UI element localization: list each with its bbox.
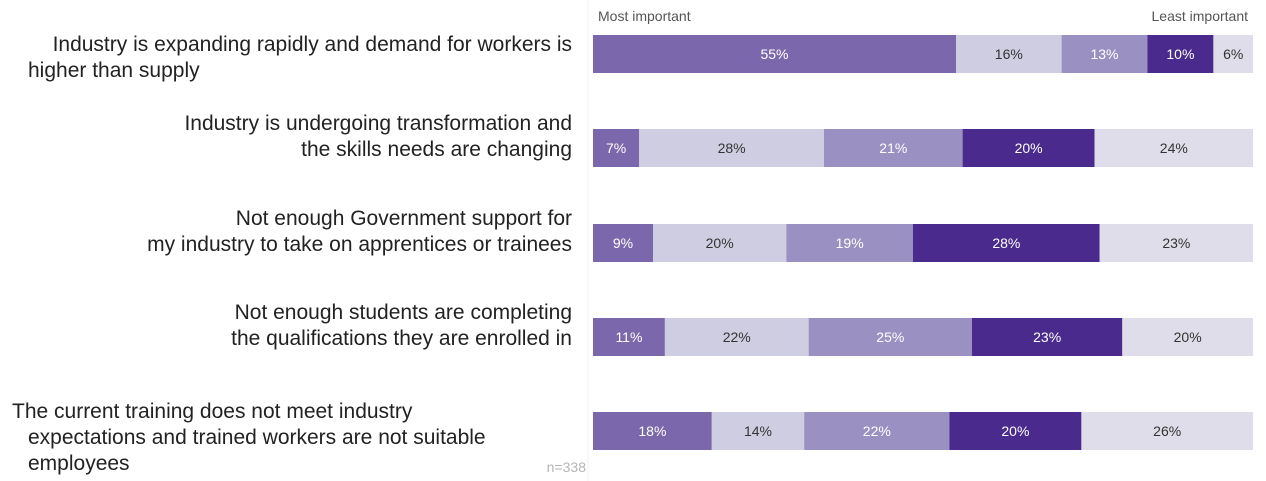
- bar-segment-rank-4: [1147, 35, 1214, 73]
- category-label: Industry is expanding rapidly and demand…: [28, 33, 572, 82]
- category-label: The current training does not meet indus…: [12, 400, 486, 475]
- bar-segment-rank-3: [804, 412, 950, 450]
- data-label: 24%: [1160, 140, 1188, 156]
- category-label: Not enough Government support for my indu…: [147, 207, 572, 256]
- bar-segment-rank-5: [1081, 412, 1253, 450]
- bar-row-5: 18% 14% 22% 20% 26%: [593, 412, 1253, 450]
- scale-start-label: Most important: [598, 8, 691, 24]
- category-label-line: the qualifications they are enrolled in: [231, 327, 572, 350]
- data-label: 26%: [1153, 423, 1181, 439]
- bar-segment-rank-4: [972, 318, 1123, 356]
- category-label-line: the skills needs are changing: [301, 138, 572, 161]
- bar-segment-rank-3: [786, 224, 913, 262]
- bar-segment-rank-1: [593, 318, 665, 356]
- data-label: 20%: [1001, 423, 1029, 439]
- data-label: 21%: [879, 140, 907, 156]
- bar-row-4: 11% 22% 25% 23% 20%: [593, 318, 1253, 356]
- bar-segment-rank-2: [664, 318, 809, 356]
- data-label: 22%: [863, 423, 891, 439]
- data-label: 9%: [613, 235, 633, 251]
- bar-segment-rank-2: [956, 35, 1062, 73]
- bar-row-3: 9% 20% 19% 28% 23%: [593, 224, 1253, 262]
- sample-size-note: n=338: [547, 459, 587, 475]
- category-label-line: my industry to take on apprentices or tr…: [147, 233, 572, 256]
- category-label: Not enough students are completing the qu…: [231, 301, 572, 350]
- bar-segment-rank-5: [1094, 129, 1253, 167]
- data-label: 18%: [638, 423, 666, 439]
- data-label: 23%: [1162, 235, 1190, 251]
- data-label: 20%: [1015, 140, 1043, 156]
- bar-segment-rank-4: [949, 412, 1082, 450]
- scale-end-label: Least important: [1152, 8, 1249, 24]
- bar-segment-rank-5: [1213, 35, 1253, 73]
- data-label: 20%: [1174, 329, 1202, 345]
- data-label: 28%: [992, 235, 1020, 251]
- bar-segment-rank-4: [962, 129, 1095, 167]
- data-label: 28%: [718, 140, 746, 156]
- bar-segment-rank-2: [653, 224, 787, 262]
- category-label-line: employees: [28, 452, 130, 475]
- bar-segment-rank-2: [711, 412, 805, 450]
- data-label: 22%: [723, 329, 751, 345]
- data-label: 23%: [1033, 329, 1061, 345]
- category-label-line: The current training does not meet indus…: [12, 400, 413, 423]
- bar-segment-rank-5: [1122, 318, 1253, 356]
- bars: 55% 16% 13% 10% 6% 7% 28% 21% 20% 24% 9% 20% 19% 28% 2…: [593, 35, 1253, 450]
- category-label-line: expectations and trained workers are not…: [28, 426, 486, 449]
- category-label-line: Industry is expanding rapidly and demand…: [53, 33, 572, 56]
- category-label-line: Not enough Government support for: [236, 207, 572, 230]
- category-label-line: Industry is undergoing transformation an…: [184, 112, 572, 135]
- bar-segment-rank-3: [1061, 35, 1148, 73]
- bar-segment-rank-1: [593, 35, 956, 73]
- data-label: 25%: [876, 329, 904, 345]
- bar-segment-rank-4: [913, 224, 1100, 262]
- data-label: 11%: [615, 329, 642, 345]
- bar-segment-rank-3: [808, 318, 973, 356]
- data-label: 13%: [1090, 46, 1118, 62]
- category-labels: Industry is expanding rapidly and demand…: [12, 33, 572, 475]
- bar-row-2: 7% 28% 21% 20% 24%: [593, 129, 1253, 167]
- data-label: 16%: [995, 46, 1023, 62]
- bar-segment-rank-5: [1099, 224, 1253, 262]
- data-label: 14%: [744, 423, 772, 439]
- category-label: Industry is undergoing transformation an…: [184, 112, 572, 161]
- data-label: 6%: [1223, 46, 1243, 62]
- data-label: 10%: [1166, 46, 1194, 62]
- category-label-line: Not enough students are completing: [235, 301, 572, 324]
- category-label-line: higher than supply: [28, 59, 200, 82]
- bar-segment-rank-3: [824, 129, 963, 167]
- bar-segment-rank-1: [593, 412, 712, 450]
- data-label: 7%: [606, 140, 626, 156]
- data-label: 19%: [836, 235, 864, 251]
- bar-row-1: 55% 16% 13% 10% 6%: [593, 35, 1253, 73]
- bar-segment-rank-2: [639, 129, 824, 167]
- bar-segment-rank-1: [593, 129, 640, 167]
- data-label: 20%: [706, 235, 734, 251]
- data-label: 55%: [760, 46, 788, 62]
- bar-segment-rank-1: [593, 224, 653, 262]
